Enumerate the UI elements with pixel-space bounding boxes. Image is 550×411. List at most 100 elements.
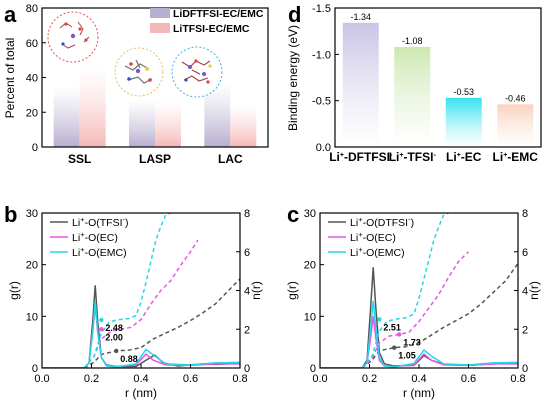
legend-swatch-0	[150, 8, 170, 18]
sup: +	[457, 152, 461, 159]
x-tick-label: 0.2	[362, 373, 377, 385]
y-right-tick-label: 6	[522, 247, 528, 259]
legend-label-2: Li+-O(EMC)	[350, 245, 405, 259]
panel-d-frame	[334, 7, 542, 148]
n-curve-0	[83, 278, 240, 368]
legend-label-2: Li+-O(EMC)	[72, 245, 127, 259]
y-tick-label: 40	[26, 73, 38, 85]
text: -TFSI	[403, 150, 433, 164]
x-tick-label: 0.6	[461, 373, 476, 385]
x-tick-label-lasp: LASP	[139, 152, 171, 166]
sup: +	[340, 152, 344, 159]
legend-label-1: Li+-O(EC)	[72, 230, 118, 244]
text: -EC	[461, 150, 482, 164]
legend-label-2-li: Li	[350, 247, 358, 259]
g-curve-2	[42, 300, 240, 368]
n-curve-2	[83, 213, 171, 368]
panel-c-letter: c	[287, 202, 299, 227]
legend-label-2-sup: +	[80, 245, 85, 254]
n-curve-2	[361, 213, 449, 368]
panel-b-plot: 2.482.00 0.88 0 10 20 30 0 2 4 6 8 0.0 0.2 0.4 0.6 0.8 r…	[7, 208, 263, 400]
li: Li	[329, 150, 340, 164]
y-right-axis-label: n(r)	[527, 281, 541, 300]
legend-label-1: Li+-O(EC)	[350, 230, 396, 244]
legend-label-1-li: Li	[72, 232, 80, 244]
x-axis-label: r (nm)	[125, 386, 157, 400]
li: Li	[389, 150, 400, 164]
y-tick-label: -0.5	[312, 96, 331, 108]
panel-c: c 2.511.73 1.05 0 10 20 30 0 2 4 6 8 0.0 0.2 0.4 0.6 0.…	[285, 202, 541, 400]
panel-a-y-ticks: 0 20 40 60 80	[26, 3, 46, 154]
x-tick-label: 0.4	[411, 373, 426, 385]
legend-label-0: Li+-O(DTFSI-)	[350, 215, 414, 229]
panel-d-x-ticks: Li+-DFTFSI-Li+-TFSI- Li+-EC Li+-EMC	[329, 150, 538, 164]
y-left-tick-label: 30	[304, 208, 316, 220]
x-axis-label: r (nm)	[403, 386, 435, 400]
y-left-tick-label: 0	[32, 363, 38, 375]
annotation-label-0: 2.48	[105, 323, 123, 333]
bar-value-label: -1.08	[402, 36, 423, 46]
g-curve-1	[42, 305, 240, 368]
panel-d-ylabel: Binding energy (eV)	[286, 25, 300, 131]
x-tick-label-lac: LAC	[218, 152, 243, 166]
y-left-tick-label: 10	[304, 311, 316, 323]
y-right-tick-label: 8	[244, 208, 250, 220]
y-right-tick-label: 6	[244, 247, 250, 259]
lasp-cluster-inset	[114, 47, 164, 97]
text: -EMC	[507, 150, 538, 164]
legend-label-1-text: -O(EC)	[363, 232, 396, 244]
panel-b: b 2.482.00 0.88 0 10 20 30 0 2 4 6 8 0.0 0.2 0.4 0.6 0.…	[4, 202, 263, 400]
y-right-tick-label: 8	[522, 208, 528, 220]
x-tick-label: 0.0	[34, 373, 49, 385]
legend-label-0: LiDFTFSI-EC/EMC	[173, 8, 264, 20]
plot-area	[42, 213, 240, 368]
x-tick-label-2: Li+-EC	[446, 150, 482, 164]
x-tick-label: 0.0	[312, 373, 327, 385]
panel-a-letter: a	[4, 2, 17, 27]
panel-b-letter: b	[4, 202, 17, 227]
lac-cluster-inset	[171, 46, 223, 98]
y-right-tick-label: 4	[522, 286, 528, 298]
plot-area	[320, 213, 518, 368]
panel-d: d -1.34 -1.08 -0.53 -0.46 0.0 -0.5 -1.0 -1.5 L…	[286, 2, 542, 164]
annotation-marker-1	[397, 332, 402, 337]
legend-label-0-li: Li	[72, 217, 80, 229]
legend-label-0-sup2: -	[408, 215, 411, 224]
legend-label-1-li: Li	[350, 232, 358, 244]
annotation-marker-0	[377, 317, 382, 322]
legend-label-0-sup: +	[358, 215, 363, 224]
bar-lasp-0	[129, 100, 155, 147]
ssl-cluster-inset	[47, 11, 99, 63]
x-tick-label-0: Li+-DFTFSI-	[329, 150, 393, 164]
y-right-tick-label: 2	[522, 324, 528, 336]
n-curve-0	[361, 262, 518, 368]
y-left-tick-label: 30	[26, 208, 38, 220]
li: Li	[446, 150, 457, 164]
legend-label-0-end: )	[125, 217, 129, 229]
annotation-label-1: 1.73	[403, 337, 421, 347]
y-left-axis-label: g(r)	[7, 281, 21, 300]
legend-label-1-sup: +	[358, 230, 363, 239]
y-tick-label: -1.0	[312, 49, 331, 61]
panel-d-bars: -1.34 -1.08 -0.53 -0.46	[342, 12, 534, 147]
annotation-label-0: 2.51	[383, 322, 401, 332]
legend-label-2-sup: +	[358, 245, 363, 254]
bar-lac-1	[230, 103, 257, 147]
panel-a-ylabel: Percent of total	[3, 38, 17, 119]
y-tick-label: 60	[26, 38, 38, 50]
bar-2	[445, 97, 482, 147]
annotation-label-1: 2.00	[105, 332, 123, 342]
legend-label-0-sup: +	[80, 215, 85, 224]
legend-label-2-text: -O(EMC)	[85, 247, 127, 259]
panel-a-bars	[53, 65, 257, 147]
legend-label-0-text: -O(TFSI	[85, 217, 123, 229]
x-tick-label: 0.8	[510, 373, 525, 385]
panel-d-letter: d	[288, 2, 301, 27]
y-right-tick-label: 2	[244, 324, 250, 336]
y-right-tick-label: 0	[244, 363, 250, 375]
n-curve-1	[83, 239, 199, 368]
x-tick-label-1: Li+-TFSI-	[389, 150, 437, 164]
bar-ssl-0	[53, 86, 80, 147]
